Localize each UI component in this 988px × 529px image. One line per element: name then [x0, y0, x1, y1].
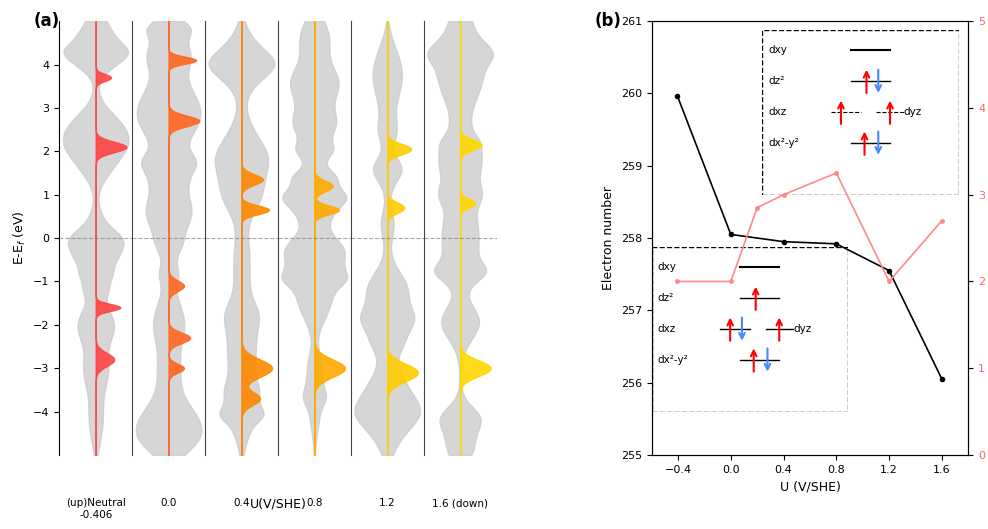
Text: 0.4: 0.4: [233, 498, 250, 508]
Text: (b): (b): [595, 13, 621, 31]
Y-axis label: Electron number: Electron number: [602, 186, 616, 290]
Text: 0.0: 0.0: [160, 498, 177, 508]
Text: (up)Neutral
-0.406: (up)Neutral -0.406: [66, 498, 125, 520]
Y-axis label: E-E$_f$ (eV): E-E$_f$ (eV): [12, 211, 28, 266]
Text: 1.6 (down): 1.6 (down): [432, 498, 488, 508]
Text: 1.2: 1.2: [379, 498, 395, 508]
X-axis label: U (V/SHE): U (V/SHE): [780, 480, 841, 493]
Text: U(V/SHE): U(V/SHE): [249, 498, 306, 511]
Text: (a): (a): [34, 13, 60, 31]
Text: 0.8: 0.8: [306, 498, 323, 508]
